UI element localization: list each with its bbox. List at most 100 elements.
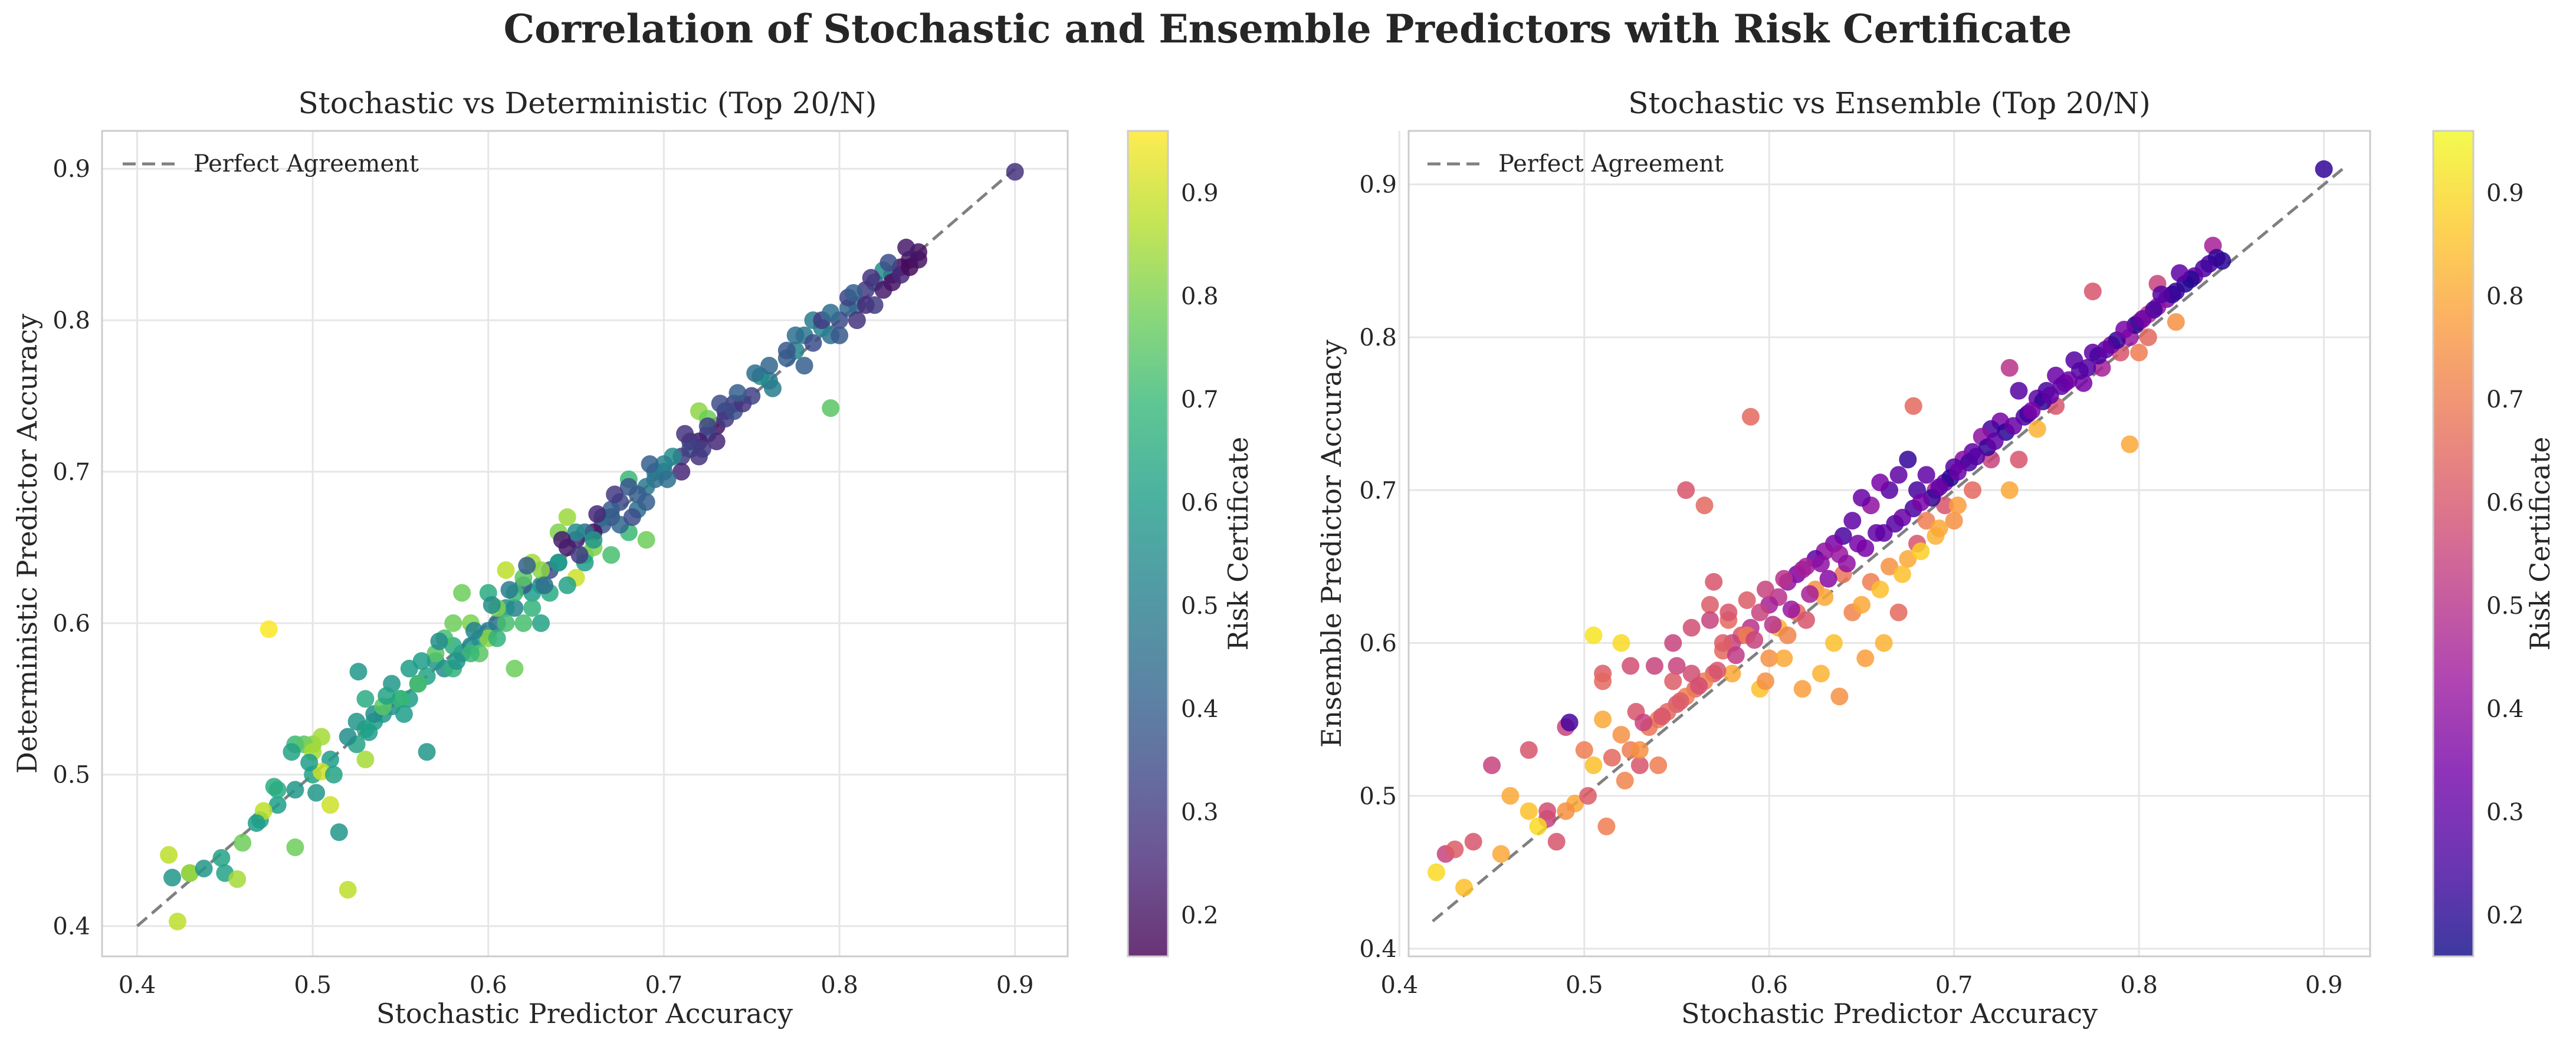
left-colorbar-tick-label: 0.9 <box>1181 180 1219 207</box>
left-data-point <box>286 781 304 799</box>
right-x-tick-label: 0.8 <box>2120 972 2158 999</box>
right-data-point <box>1852 596 1871 614</box>
left-data-point <box>831 326 849 344</box>
right-y-tick-label: 0.6 <box>1359 630 1397 657</box>
right-data-point <box>1797 611 1815 629</box>
left-legend: Perfect Agreement <box>123 150 419 177</box>
right-data-point <box>1547 833 1566 851</box>
right-data-point <box>1705 573 1723 591</box>
right-data-point <box>2004 417 2023 435</box>
right-data-point <box>1723 665 1741 683</box>
right-data-point <box>1492 845 1510 863</box>
left-colorbar-tick-label: 0.3 <box>1181 799 1219 826</box>
left-data-point <box>1006 163 1024 181</box>
left-data-point <box>268 796 287 814</box>
right-data-point <box>1579 787 1597 805</box>
left-data-point <box>729 384 747 402</box>
left-data-point <box>588 505 606 523</box>
right-data-point <box>2134 310 2152 328</box>
left-data-point <box>777 341 796 360</box>
right-data-point <box>1812 665 1830 683</box>
right-data-point <box>1852 489 1871 507</box>
left-y-tick-label: 0.9 <box>52 156 90 183</box>
right-data-point <box>1912 542 1930 560</box>
right-data-point <box>1964 481 1982 499</box>
left-data-point <box>283 743 301 761</box>
left-data-point <box>418 743 436 761</box>
left-data-point <box>163 869 182 887</box>
right-data-point <box>1597 817 1616 836</box>
right-data-point <box>2000 481 2019 499</box>
left-y-tick-label: 0.6 <box>52 610 90 637</box>
left-data-point <box>195 860 213 878</box>
left-data-point <box>412 652 431 670</box>
right-data-point <box>1668 657 1686 675</box>
left-data-point <box>356 751 375 769</box>
right-data-point <box>1871 580 1889 598</box>
left-chart: Stochastic vs Deterministic (Top 20/N) 0… <box>11 86 1254 1029</box>
right-data-point <box>2130 343 2148 361</box>
left-data-point <box>786 326 805 344</box>
right-data-point <box>1483 756 1501 774</box>
left-data-point <box>349 663 367 681</box>
right-data-point <box>1899 550 1917 568</box>
left-colorbar-gradient <box>1127 130 1169 958</box>
left-data-point <box>676 425 694 443</box>
left-data-point <box>356 690 375 708</box>
right-data-point <box>1760 649 1778 667</box>
right-data-point <box>1719 603 1738 621</box>
right-data-point <box>1816 588 1834 606</box>
left-data-point <box>570 546 589 564</box>
left-data-point <box>822 399 840 417</box>
right-y-tick-label: 0.4 <box>1359 936 1397 963</box>
right-data-point <box>1664 634 1682 652</box>
left-data-point <box>514 614 533 632</box>
left-x-tick-label: 0.9 <box>996 972 1034 999</box>
left-colorbar-tick-label: 0.4 <box>1181 696 1219 723</box>
right-data-point <box>1967 448 1986 466</box>
right-data-point <box>1830 688 1849 706</box>
right-data-point <box>2078 358 2096 377</box>
right-data-point <box>1871 473 1889 492</box>
left-data-point <box>910 251 928 269</box>
left-plot-frame <box>101 130 1069 958</box>
left-data-point <box>897 238 915 256</box>
left-data-point <box>532 614 550 632</box>
left-colorbar-tick-label: 0.8 <box>1181 283 1219 310</box>
right-colorbar-tick-label: 0.6 <box>2486 489 2524 517</box>
left-data-point <box>532 561 550 579</box>
left-data-point <box>655 455 673 473</box>
right-data-point <box>1782 600 1800 619</box>
left-data-point <box>483 596 501 614</box>
left-data-point <box>462 644 480 663</box>
left-data-point <box>160 846 178 864</box>
right-data-point <box>2010 450 2028 469</box>
right-data-point <box>1677 481 1695 499</box>
right-data-point <box>2121 435 2139 453</box>
right-data-point <box>1727 646 1745 665</box>
left-data-point <box>234 834 252 852</box>
left-data-point <box>619 478 638 496</box>
left-points <box>160 163 1024 930</box>
right-data-point <box>1899 450 1917 469</box>
right-y-tick-label: 0.7 <box>1359 477 1397 504</box>
right-x-tick-label: 0.7 <box>1935 972 1973 999</box>
right-data-point <box>1917 512 1935 530</box>
left-data-point <box>391 690 409 708</box>
right-colorbar-tick-label: 0.3 <box>2486 799 2524 826</box>
left-data-point <box>848 311 866 330</box>
right-data-point <box>1801 585 1819 603</box>
right-data-point <box>2315 160 2333 178</box>
right-y-tick-label: 0.9 <box>1359 172 1397 199</box>
right-data-point <box>1856 539 1875 557</box>
right-data-point <box>1904 397 1922 415</box>
right-data-point <box>1745 631 1764 649</box>
left-data-point <box>497 561 515 579</box>
left-data-point <box>602 546 621 564</box>
left-data-point <box>488 629 506 647</box>
left-data-point <box>743 387 761 405</box>
right-data-point <box>1893 565 1911 583</box>
right-colorbar-label: Risk Certificate <box>2524 437 2556 651</box>
right-data-point <box>2060 371 2078 389</box>
left-data-point <box>585 531 603 549</box>
